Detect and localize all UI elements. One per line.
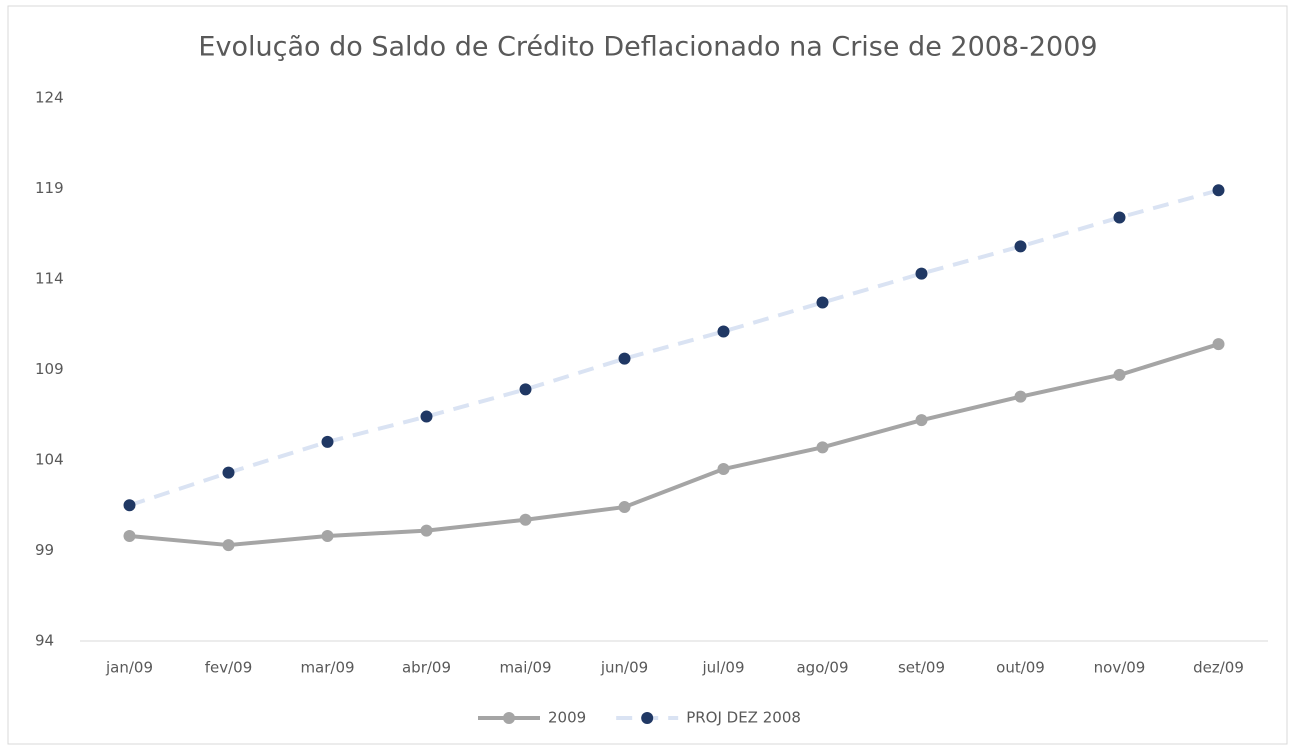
x-tick-label: mai/09 — [499, 659, 551, 677]
x-tick-label: fev/09 — [205, 659, 253, 677]
x-tick-label: set/09 — [898, 659, 945, 677]
marker — [1113, 211, 1126, 224]
marker — [222, 466, 235, 479]
marker — [816, 441, 829, 454]
marker — [1014, 390, 1027, 403]
y-tick-label: 124 — [35, 89, 64, 107]
marker — [420, 410, 433, 423]
y-tick-label: 114 — [35, 270, 64, 288]
series-line — [128, 188, 1220, 508]
x-tick-label: mar/09 — [300, 659, 354, 677]
marker — [915, 414, 928, 427]
marker — [1212, 338, 1225, 351]
y-tick-label: 94 — [35, 632, 54, 650]
y-tick-label: 99 — [35, 541, 54, 559]
marker — [1212, 184, 1225, 197]
marker — [618, 352, 631, 365]
marker — [222, 539, 235, 552]
legend-label: PROJ DEZ 2008 — [686, 709, 801, 727]
legend-label: 2009 — [548, 709, 586, 727]
x-tick-label: jun/09 — [600, 659, 648, 677]
x-tick-label: dez/09 — [1193, 659, 1244, 677]
marker — [123, 530, 136, 543]
marker — [321, 530, 334, 543]
x-tick-label: ago/09 — [796, 659, 848, 677]
marker — [1113, 368, 1126, 381]
y-tick-label: 119 — [35, 179, 64, 197]
marker — [123, 499, 136, 512]
marker — [816, 296, 829, 309]
x-tick-label: out/09 — [996, 659, 1045, 677]
y-tick-label: 104 — [35, 451, 64, 469]
legend-marker — [503, 712, 515, 724]
marker — [915, 267, 928, 280]
x-tick-label: jan/09 — [105, 659, 153, 677]
marker — [321, 435, 334, 448]
y-tick-label: 109 — [35, 360, 64, 378]
marker — [519, 513, 532, 526]
chart-title: Evolução do Saldo de Crédito Deflacionad… — [198, 32, 1097, 63]
x-tick-label: jul/09 — [702, 659, 745, 677]
marker — [717, 463, 730, 476]
series-line — [129, 342, 1220, 548]
marker — [1014, 240, 1027, 253]
x-tick-label: nov/09 — [1094, 659, 1146, 677]
marker — [717, 325, 730, 338]
legend-marker — [641, 712, 654, 724]
marker — [519, 383, 532, 396]
x-tick-label: abr/09 — [402, 659, 451, 677]
marker — [420, 524, 433, 537]
marker — [618, 501, 631, 514]
chart-frame — [7, 5, 1288, 745]
